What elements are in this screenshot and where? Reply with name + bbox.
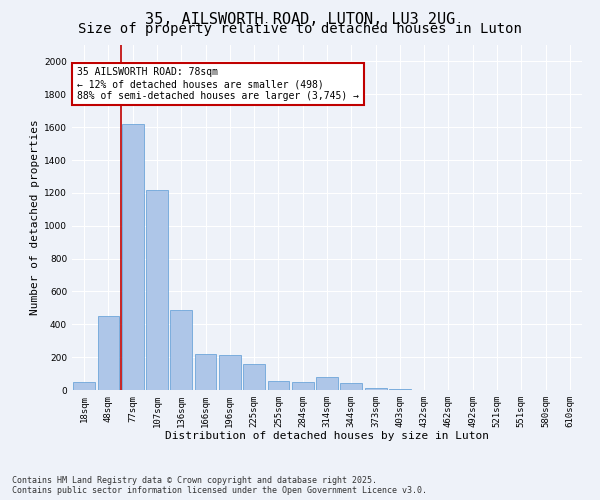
Bar <box>194 354 217 390</box>
Text: 35, AILSWORTH ROAD, LUTON, LU3 2UG: 35, AILSWORTH ROAD, LUTON, LU3 2UG <box>145 12 455 28</box>
X-axis label: Distribution of detached houses by size in Luton: Distribution of detached houses by size … <box>165 432 489 442</box>
Bar <box>122 124 143 390</box>
Bar <box>316 377 338 390</box>
Text: Size of property relative to detached houses in Luton: Size of property relative to detached ho… <box>78 22 522 36</box>
Bar <box>389 389 411 390</box>
Bar <box>146 190 168 390</box>
Bar <box>292 382 314 390</box>
Text: 35 AILSWORTH ROAD: 78sqm
← 12% of detached houses are smaller (498)
88% of semi-: 35 AILSWORTH ROAD: 78sqm ← 12% of detach… <box>77 68 359 100</box>
Bar <box>268 381 289 390</box>
Text: Contains HM Land Registry data © Crown copyright and database right 2025.
Contai: Contains HM Land Registry data © Crown c… <box>12 476 427 495</box>
Bar <box>340 382 362 390</box>
Bar <box>243 364 265 390</box>
Bar <box>365 388 386 390</box>
Bar <box>219 354 241 390</box>
Bar <box>73 382 95 390</box>
Bar <box>97 316 119 390</box>
Bar <box>170 310 192 390</box>
Y-axis label: Number of detached properties: Number of detached properties <box>30 120 40 316</box>
